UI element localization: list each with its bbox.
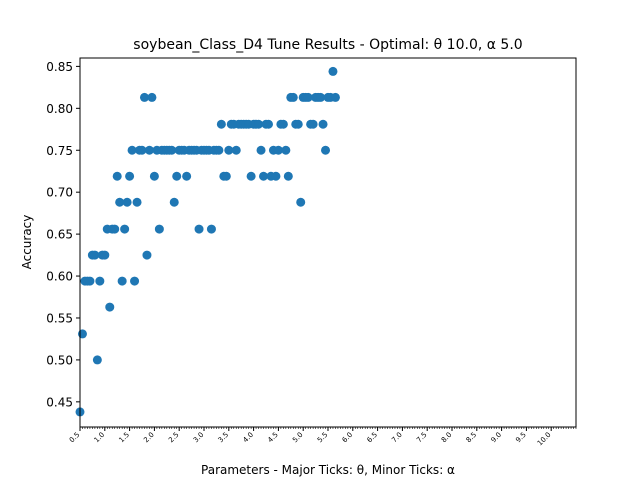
data-point (139, 92, 149, 102)
data-point (85, 276, 95, 286)
data-point (137, 145, 147, 155)
data-point (316, 92, 326, 102)
data-point (224, 145, 234, 155)
data-point (167, 145, 177, 155)
data-point (194, 224, 204, 234)
data-point (330, 92, 340, 102)
data-point (303, 92, 313, 102)
plot-frame (79, 57, 577, 428)
y-tick-label: 0.75 (46, 144, 73, 158)
data-point (321, 145, 331, 155)
data-point (214, 145, 224, 155)
y-tick-label: 0.55 (46, 311, 73, 325)
data-point (77, 329, 87, 339)
data-point (206, 224, 216, 234)
data-point (144, 145, 154, 155)
data-point (278, 119, 288, 129)
data-point (246, 171, 256, 181)
data-point (172, 171, 182, 181)
data-point (328, 66, 338, 76)
data-point (95, 276, 105, 286)
data-point (132, 197, 142, 207)
data-point (216, 119, 226, 129)
data-point (318, 119, 328, 129)
y-tick-label: 0.45 (46, 395, 73, 409)
chart-title: soybean_Class_D4 Tune Results - Optimal:… (133, 37, 522, 53)
data-point (90, 250, 100, 260)
data-point (182, 171, 192, 181)
y-tick-label: 0.85 (46, 60, 73, 74)
plot-area (80, 58, 576, 427)
data-point (142, 250, 152, 260)
data-point (149, 171, 159, 181)
y-axis-label: Accuracy (20, 215, 34, 270)
data-point (105, 302, 115, 312)
data-point (256, 145, 266, 155)
data-point (120, 224, 130, 234)
data-point (122, 197, 132, 207)
data-point (130, 276, 140, 286)
data-point (110, 224, 120, 234)
data-point (92, 355, 102, 365)
data-point (127, 145, 137, 155)
data-point (308, 119, 318, 129)
y-tick-label: 0.50 (46, 353, 73, 367)
data-point (231, 145, 241, 155)
data-point (273, 145, 283, 155)
data-point (283, 171, 293, 181)
y-tick-label: 0.80 (46, 102, 73, 116)
data-point (169, 197, 179, 207)
data-point (293, 119, 303, 129)
y-tick-label: 0.70 (46, 186, 73, 200)
x-axis-label: Parameters - Major Ticks: θ, Minor Ticks… (201, 463, 455, 477)
data-point (281, 145, 291, 155)
data-point (125, 171, 135, 181)
data-point (147, 92, 157, 102)
y-axis-ticks: 0.45 0.50 0.55 0.60 0.65 0.70 0.75 0.80 0.85 (46, 60, 80, 409)
data-point (221, 171, 231, 181)
data-point (259, 171, 269, 181)
data-point (296, 197, 306, 207)
y-tick-label: 0.65 (46, 228, 73, 242)
data-point (288, 92, 298, 102)
y-tick-label: 0.60 (46, 270, 73, 284)
data-point (117, 276, 127, 286)
data-point (271, 171, 281, 181)
data-point (263, 119, 273, 129)
data-point (154, 224, 164, 234)
data-point (112, 171, 122, 181)
data-point (115, 197, 125, 207)
data-point (100, 250, 110, 260)
data-point (254, 119, 264, 129)
scatter-points (75, 66, 340, 417)
